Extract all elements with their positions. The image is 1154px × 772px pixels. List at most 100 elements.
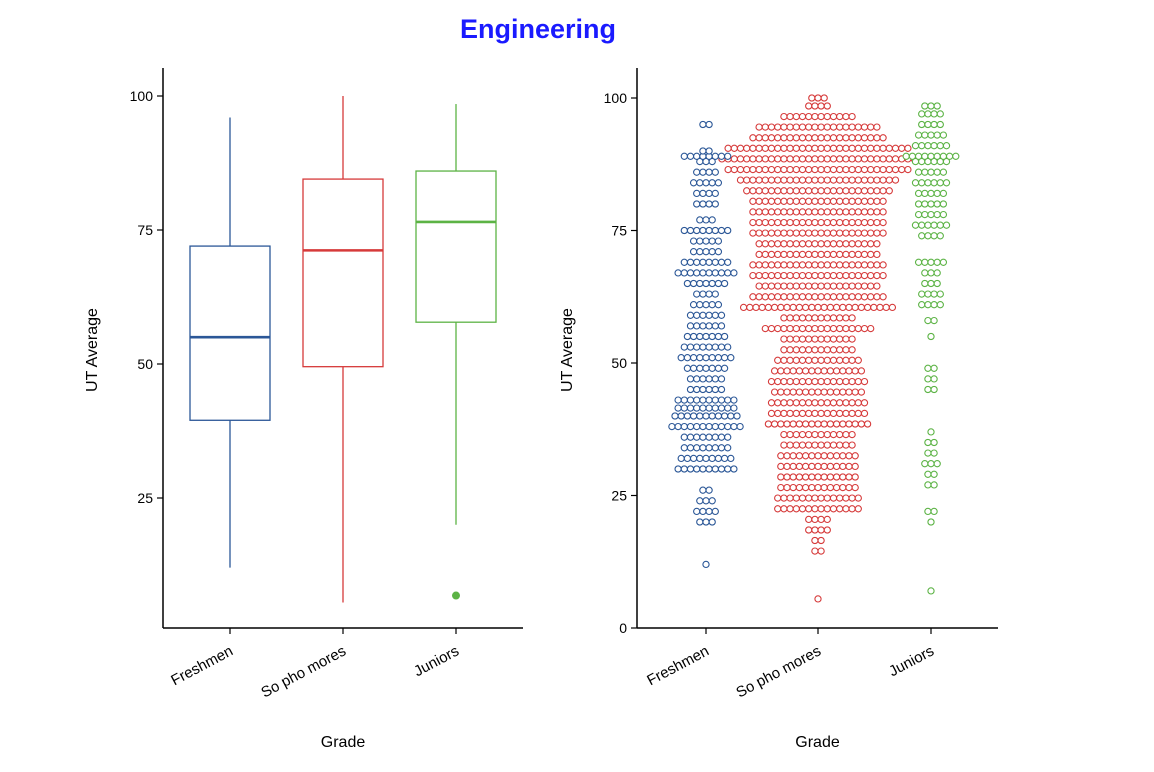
data-point xyxy=(743,176,751,184)
data-point xyxy=(705,404,713,412)
data-point xyxy=(767,377,776,386)
data-point xyxy=(845,462,853,471)
data-point xyxy=(724,396,732,404)
data-point xyxy=(902,152,910,160)
data-point xyxy=(854,165,862,174)
data-point xyxy=(699,444,707,452)
data-point xyxy=(829,134,838,142)
data-point xyxy=(767,240,776,248)
data-point xyxy=(717,396,726,404)
data-point xyxy=(699,269,707,277)
data-point xyxy=(717,375,726,383)
data-point xyxy=(885,165,893,174)
data-point xyxy=(683,364,692,372)
data-point xyxy=(811,399,819,407)
data-point xyxy=(842,505,850,513)
data-point xyxy=(873,208,881,216)
data-point xyxy=(780,218,788,227)
data-point xyxy=(811,240,819,248)
data-point xyxy=(693,200,701,208)
iqr-box xyxy=(302,178,384,368)
data-point xyxy=(792,112,800,121)
data-point xyxy=(854,377,862,386)
data-point xyxy=(854,144,862,152)
data-point xyxy=(798,187,807,195)
data-point xyxy=(805,229,813,237)
data-point xyxy=(755,165,763,174)
data-point xyxy=(898,165,906,174)
data-point xyxy=(930,142,938,150)
data-point xyxy=(836,229,844,237)
data-point xyxy=(696,454,704,463)
data-point xyxy=(911,142,920,150)
data-point xyxy=(854,197,862,205)
data-point xyxy=(770,303,779,312)
data-point xyxy=(851,303,859,312)
data-point xyxy=(942,142,951,150)
data-point xyxy=(927,332,935,341)
data-point xyxy=(798,250,807,259)
data-point xyxy=(708,301,716,309)
data-point xyxy=(848,229,856,237)
data-point xyxy=(876,303,884,312)
data-point xyxy=(780,293,788,301)
data-point xyxy=(749,229,757,237)
data-point xyxy=(761,197,769,205)
data-point xyxy=(714,237,723,245)
data-point xyxy=(854,155,862,163)
data-point xyxy=(867,165,875,174)
data-point xyxy=(711,444,719,452)
data-point xyxy=(829,197,838,205)
data-point xyxy=(780,377,788,386)
data-point xyxy=(792,494,800,502)
data-point xyxy=(702,364,710,372)
data-point xyxy=(724,343,732,351)
data-point xyxy=(867,250,875,259)
data-point xyxy=(867,208,875,216)
data-point xyxy=(860,240,869,248)
data-point xyxy=(702,248,710,256)
data-point xyxy=(839,473,847,481)
data-point xyxy=(860,399,869,407)
data-point xyxy=(761,240,769,248)
data-point xyxy=(933,189,941,198)
data-point xyxy=(817,399,825,407)
data-point xyxy=(792,282,800,290)
data-point xyxy=(708,279,716,288)
data-point xyxy=(873,250,881,259)
data-point xyxy=(879,293,887,301)
data-point xyxy=(933,102,941,110)
data-point xyxy=(705,168,713,176)
data-point xyxy=(820,483,828,492)
data-point xyxy=(777,303,785,312)
data-point xyxy=(755,293,763,301)
data-point xyxy=(705,375,713,383)
data-point xyxy=(705,486,713,494)
data-point xyxy=(836,165,844,174)
data-point xyxy=(780,324,788,333)
data-point xyxy=(702,216,710,224)
data-point xyxy=(792,346,800,354)
data-point xyxy=(839,303,847,312)
data-point xyxy=(845,473,853,481)
data-point xyxy=(780,176,788,184)
data-point xyxy=(717,269,726,277)
data-point xyxy=(798,430,807,439)
data-point xyxy=(780,187,788,195)
data-point xyxy=(789,483,797,492)
data-point xyxy=(842,134,850,142)
data-point xyxy=(711,507,719,516)
data-point xyxy=(761,261,769,269)
data-point xyxy=(860,229,869,237)
data-point xyxy=(689,454,698,463)
data-point xyxy=(879,155,887,163)
data-point xyxy=(708,332,716,341)
data-point xyxy=(842,335,850,343)
data-point xyxy=(854,282,862,290)
data-point xyxy=(823,324,831,333)
data-point xyxy=(924,364,932,372)
data-point xyxy=(714,332,723,341)
data-point xyxy=(848,112,856,121)
data-point xyxy=(811,144,819,152)
data-point xyxy=(767,271,776,280)
